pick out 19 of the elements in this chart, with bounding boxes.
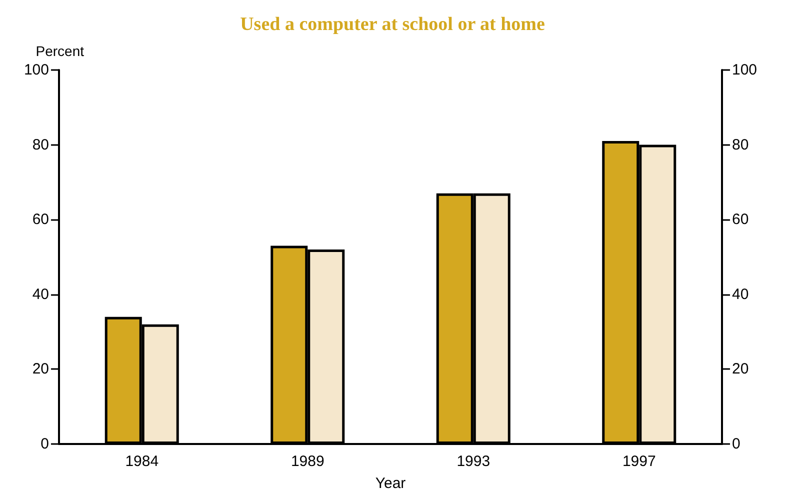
y-tick-label: 100 (24, 62, 49, 78)
chart-title: Used a computer at school or at home (240, 14, 545, 35)
x-tick-label: 1993 (456, 453, 490, 470)
y2-tick-label: 80 (732, 136, 749, 154)
y-tick-label: 80 (32, 136, 49, 154)
y2-tick-label: 100 (732, 62, 758, 78)
y-tick-label: 20 (32, 360, 49, 378)
y2-tick-label: 20 (732, 360, 749, 378)
y2-tick-label: 60 (732, 211, 749, 228)
y-tick-label: 0 (40, 436, 49, 452)
y2-tick-label: 40 (732, 286, 749, 303)
y2-tick-label: 0 (732, 436, 740, 452)
x-tick-label: 1989 (290, 453, 324, 470)
x-axis-title: Year (375, 475, 406, 492)
y-tick-label: 40 (32, 286, 49, 303)
y-tick-label: 60 (32, 211, 49, 228)
x-tick-label: 1997 (622, 453, 656, 470)
x-tick-label: 1984 (125, 453, 159, 470)
y-axis-title: Percent (36, 43, 84, 59)
